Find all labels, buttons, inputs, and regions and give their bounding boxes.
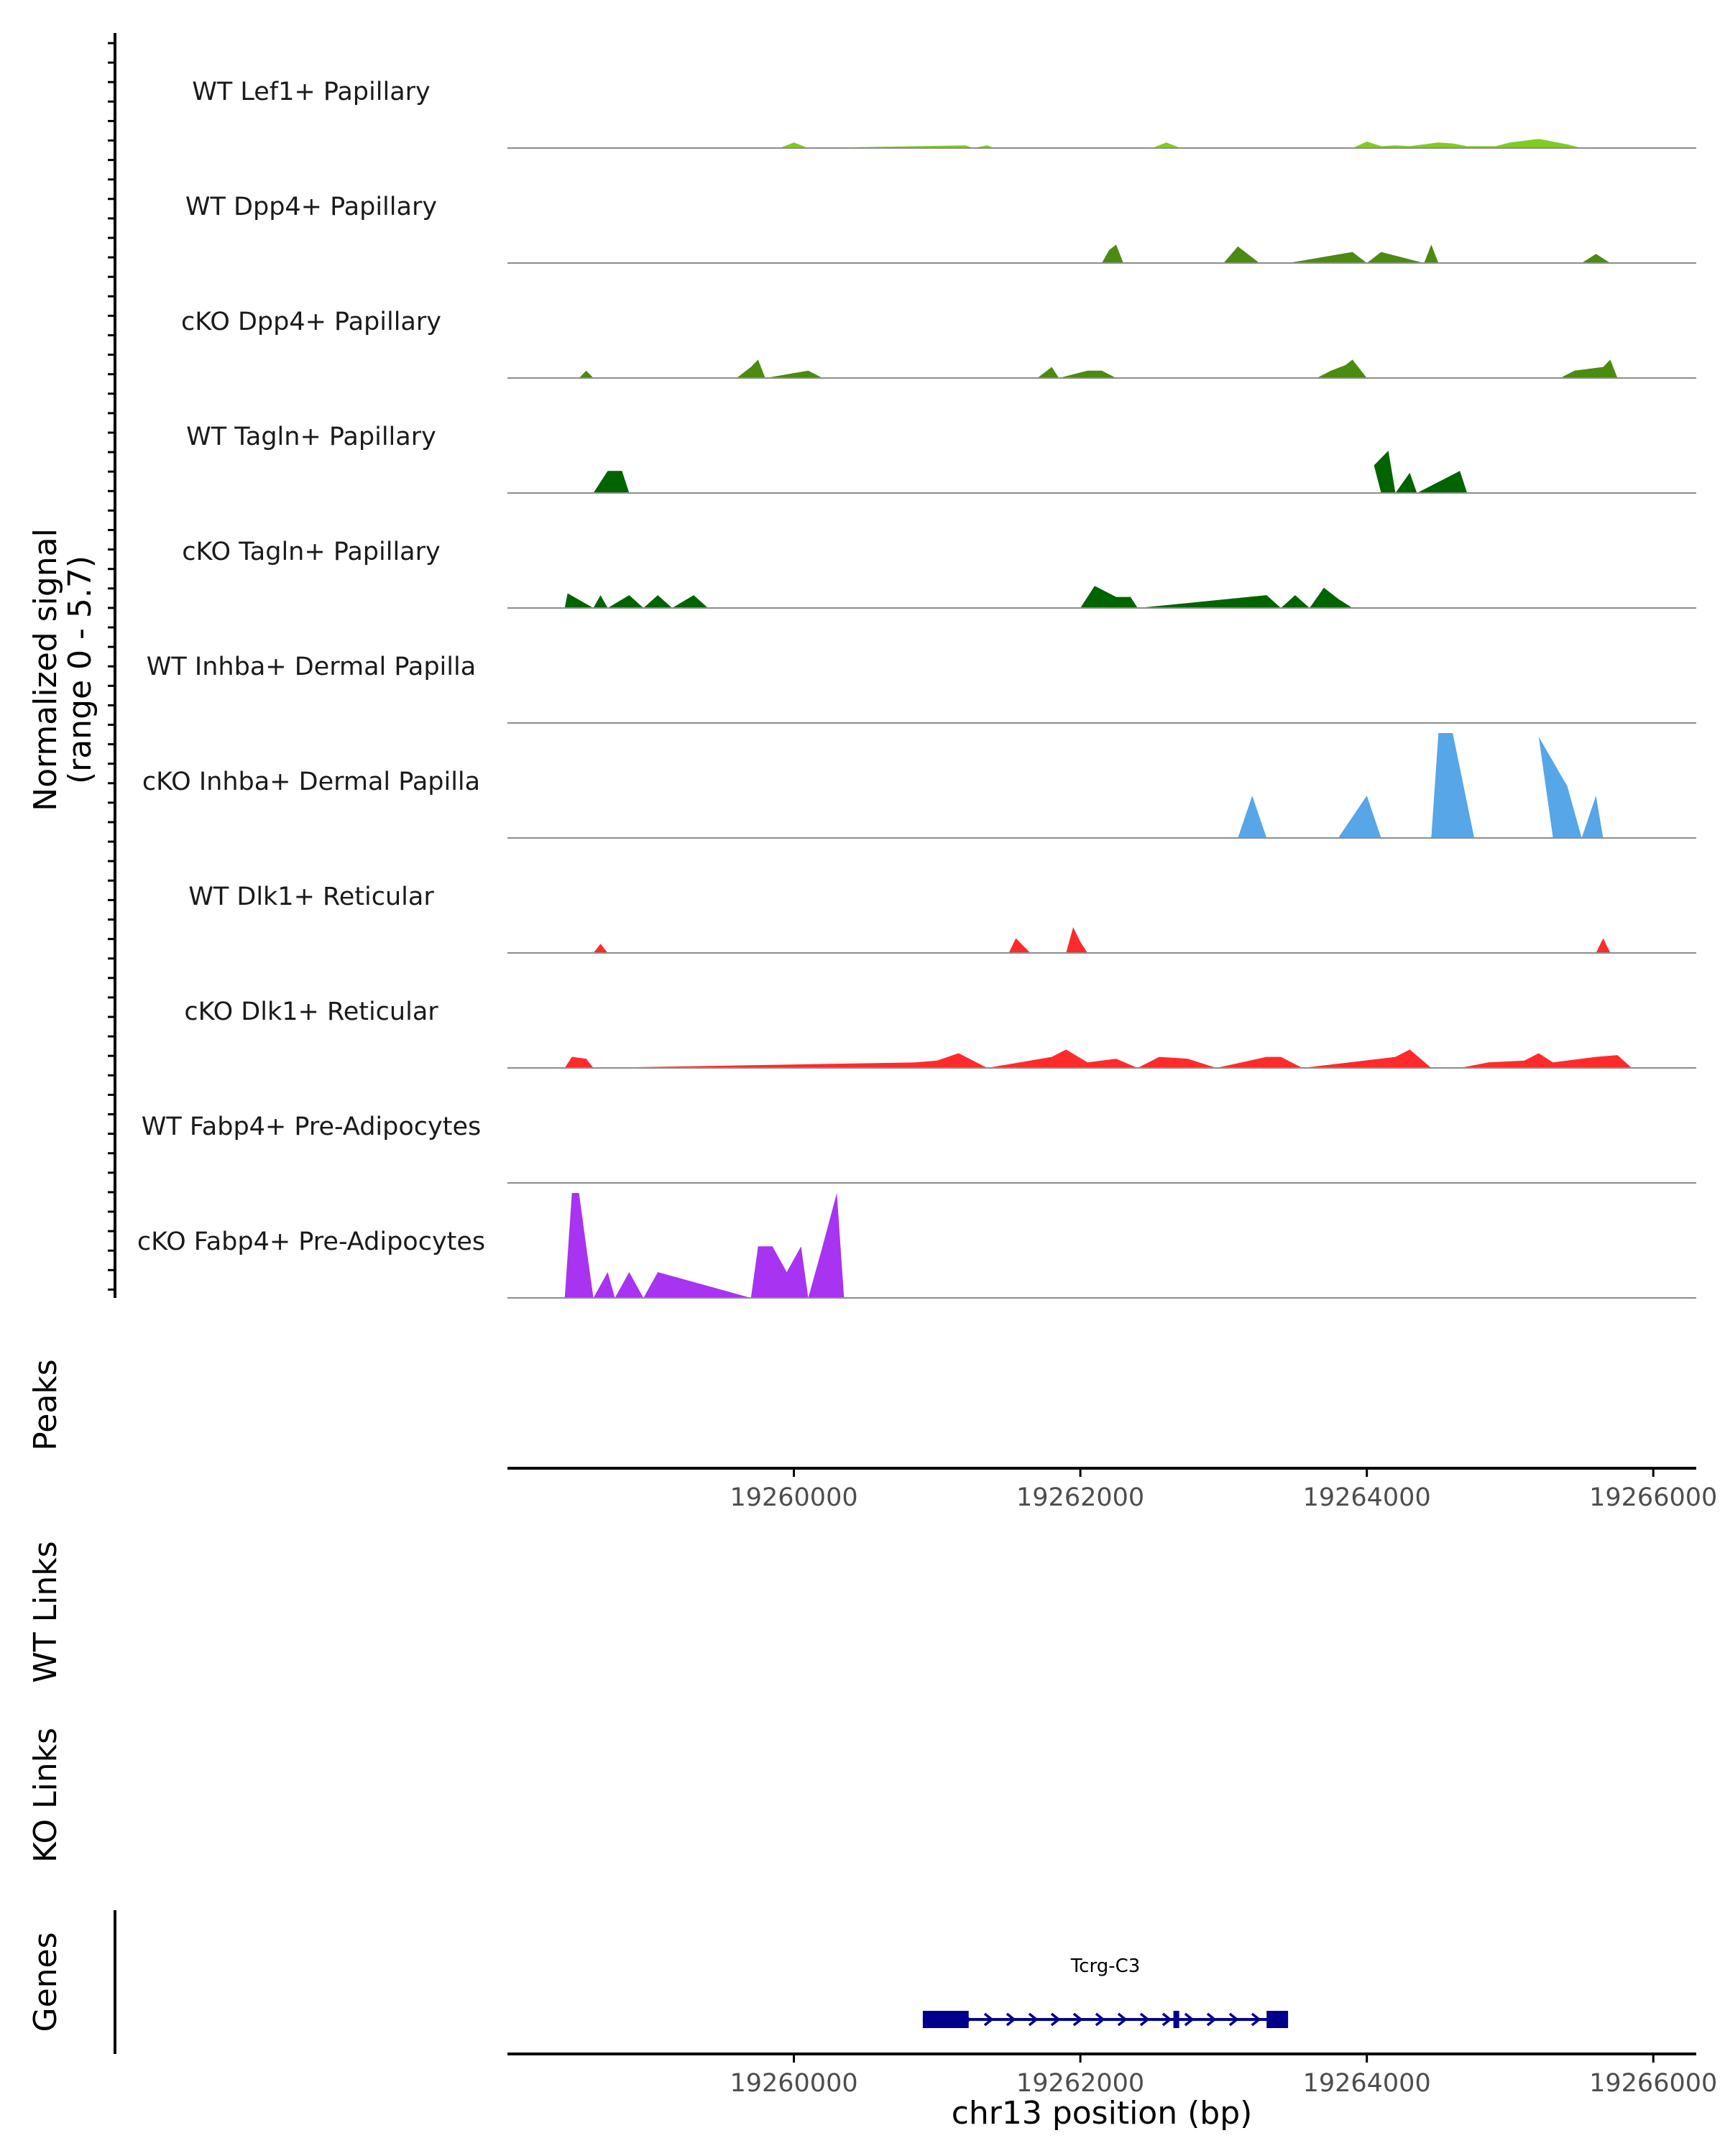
coverage-ylabel-line1: Normalized signal [27,528,64,811]
strand-arrow [1050,2012,1061,2027]
coverage-area [593,451,1468,493]
track-label: WT Inhba+ Dermal Papilla [147,653,476,681]
strand-arrow [1206,2012,1217,2027]
track-cko-dpp4-papillary: cKO Dpp4+ Papillary [181,308,1696,379]
coverage-area [579,359,1618,378]
coverage-area [1238,733,1604,838]
track-label: WT Tagln+ Papillary [186,423,436,451]
strand-arrow [1072,2012,1083,2027]
genes-track-label: Genes [27,1932,64,2032]
x-tick-label: 19262000 [1016,2069,1144,2098]
track-label: WT Dlk1+ Reticular [188,883,434,911]
track-wt-tagln-papillary: WT Tagln+ Papillary [186,423,1696,494]
track-cko-dlk1-reticular: cKO Dlk1+ Reticular [184,998,1696,1069]
strand-arrow [1028,2012,1039,2027]
coverage-area [593,927,1611,953]
track-label: WT Fabp4+ Pre-Adipocytes [142,1112,481,1141]
ko-links-track-label: KO Links [27,1728,64,1863]
x-tick-label: 19260000 [730,2069,857,2098]
track-label: WT Dpp4+ Papillary [185,193,437,221]
track-cko-tagln-papillary: cKO Tagln+ Papillary [182,538,1696,609]
wt-links-track-label: WT Links [27,1541,64,1682]
strand-arrow [1117,2012,1128,2027]
coverage-tracks: WT Lef1+ Papillary WT Dpp4+ Papillary cKO … [137,78,1696,1299]
peaks-track-label: Peaks [27,1359,64,1450]
track-wt-lef1-papillary: WT Lef1+ Papillary [192,78,1696,149]
x-tick-label: 19260000 [730,1483,857,1512]
track-wt-inhba-dermal-papilla: WT Inhba+ Dermal Papilla [147,653,1696,724]
coverage-ylabel-line2: (range 0 - 5.7) [62,556,98,784]
track-label: cKO Tagln+ Papillary [182,538,441,566]
gene-exon [922,2011,969,2028]
strand-arrow [1184,2012,1195,2027]
coverage-area [1102,244,1611,263]
x-tick-label: 19264000 [1303,2069,1431,2098]
strand-arrow [1251,2012,1261,2027]
coverage-area [564,1049,1632,1068]
strand-arrow [1162,2012,1172,2027]
peaks-x-ticks: 19260000 19262000 19264000 19266000 [730,1468,1717,1512]
track-cko-fabp4-pre-adipocytes: cKO Fabp4+ Pre-Adipocytes [137,1193,1696,1299]
track-label: cKO Inhba+ Dermal Papilla [142,768,480,796]
coverage-y-ticks [108,42,115,1291]
gene-name-label: Tcrg-C3 [1070,1955,1141,1977]
x-tick-label: 19266000 [1589,1483,1717,1512]
gene-model: Tcrg-C3 [922,1955,1289,2028]
track-label: cKO Dpp4+ Papillary [181,308,441,336]
x-tick-label: 19264000 [1303,1483,1431,1512]
track-wt-fabp4-pre-adipocytes: WT Fabp4+ Pre-Adipocytes [142,1112,1696,1184]
coverage-area [564,586,1353,608]
strand-arrow [983,2012,994,2027]
x-tick-label: 19262000 [1016,1483,1144,1512]
strand-arrow [1228,2012,1239,2027]
strand-arrow [1095,2012,1105,2027]
track-label: WT Lef1+ Papillary [192,78,431,106]
x-axis-title: chr13 position (bp) [952,2095,1253,2132]
track-label: cKO Dlk1+ Reticular [184,998,438,1026]
track-wt-dpp4-papillary: WT Dpp4+ Papillary [185,193,1696,264]
coverage-area [779,139,1582,148]
gene-exon [1266,2011,1289,2028]
track-wt-dlk1-reticular: WT Dlk1+ Reticular [188,883,1696,954]
gene-exon [1173,2011,1179,2028]
coverage-area [564,1193,845,1298]
track-label: cKO Fabp4+ Pre-Adipocytes [137,1227,485,1256]
track-cko-inhba-dermal-papilla: cKO Inhba+ Dermal Papilla [142,733,1696,839]
strand-arrow [1139,2012,1150,2027]
genes-x-ticks: 19260000 19262000 19264000 19266000 [730,2054,1717,2098]
strand-arrow [1006,2012,1016,2027]
x-tick-label: 19266000 [1589,2069,1717,2098]
